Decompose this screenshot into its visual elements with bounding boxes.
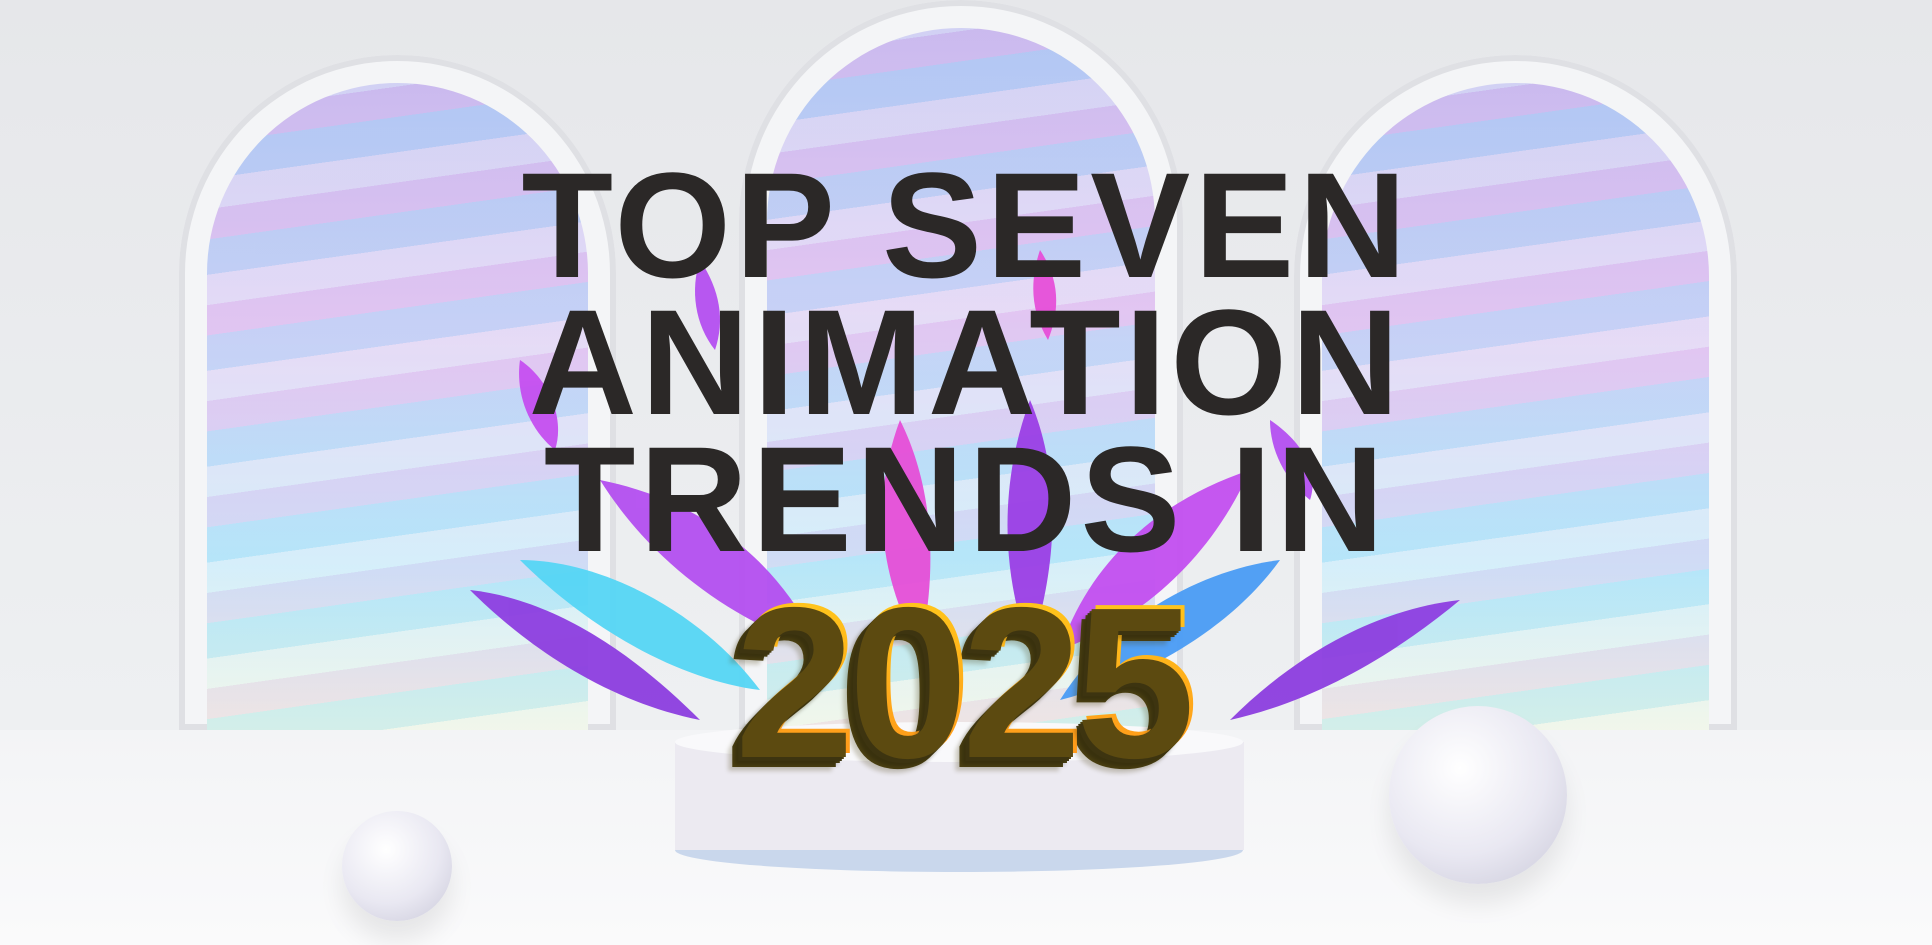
sphere-left	[342, 811, 452, 921]
sphere-right	[1389, 706, 1567, 884]
year-3d-text: 2025	[0, 555, 1932, 803]
title-line-1: TOP SEVEN	[521, 141, 1411, 309]
title-line-2: ANIMATION	[528, 278, 1404, 446]
podium	[675, 722, 1244, 872]
title-line-3: TRENDS IN	[543, 415, 1389, 583]
